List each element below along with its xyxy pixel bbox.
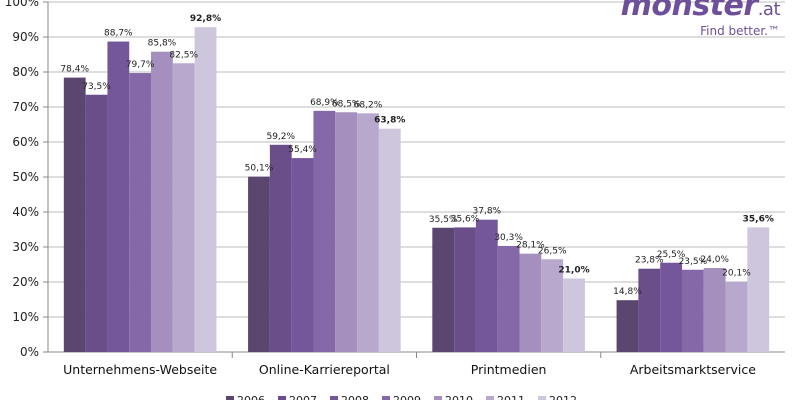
data-label: 82,5% bbox=[169, 50, 198, 60]
bar-2009-3 bbox=[681, 269, 704, 352]
data-label: 55,4% bbox=[288, 145, 317, 155]
legend-label-2008: 2008 bbox=[341, 394, 369, 400]
y-tick-label: 90% bbox=[12, 30, 39, 44]
data-label: 20,1% bbox=[722, 269, 751, 279]
legend-label-2010: 2010 bbox=[445, 394, 473, 400]
logo-tagline: Find better.™ bbox=[700, 24, 780, 38]
data-label: 63,8% bbox=[374, 116, 405, 126]
logo-wordmark: monster.at bbox=[620, 0, 781, 26]
data-label: 79,7% bbox=[126, 60, 155, 70]
bar-2009-1 bbox=[313, 110, 336, 352]
data-label: 92,8% bbox=[190, 14, 221, 24]
bar-2012-3 bbox=[747, 227, 770, 352]
legend-swatch-2009 bbox=[382, 396, 390, 400]
bar-2009-0 bbox=[129, 73, 152, 353]
data-label: 73,5% bbox=[82, 82, 111, 92]
bar-2012-1 bbox=[378, 128, 401, 352]
data-label: 88,7% bbox=[104, 29, 133, 39]
legend-label-2012: 2012 bbox=[549, 394, 577, 400]
legend-label-2006: 2006 bbox=[237, 394, 265, 400]
logo-tld: .at bbox=[757, 0, 781, 20]
data-label: 50,1% bbox=[245, 164, 274, 174]
data-label: 24,0% bbox=[700, 255, 729, 265]
y-tick-label: 70% bbox=[12, 100, 39, 114]
bar-2007-1 bbox=[269, 144, 292, 352]
legend-label-2011: 2011 bbox=[497, 394, 525, 400]
data-labels: 78,4% 73,5% 88,7% 79,7% 85,8%82,5% 92,8% 50,1%… bbox=[60, 14, 773, 297]
bar-2008-1 bbox=[291, 158, 314, 352]
data-label: 37,8% bbox=[473, 207, 502, 217]
data-label: 35,6% bbox=[451, 214, 480, 224]
bar-2010-0 bbox=[151, 51, 173, 352]
data-label: 78,4% bbox=[60, 65, 89, 75]
legend-swatch-2010 bbox=[434, 396, 442, 400]
bar-2006-0 bbox=[63, 77, 86, 352]
data-label: 23,8% bbox=[635, 256, 664, 266]
y-tick-label: 60% bbox=[12, 135, 39, 149]
y-tick-label: 30% bbox=[12, 240, 39, 254]
data-label: 25,5% bbox=[657, 250, 686, 260]
legend-swatch-2008 bbox=[330, 396, 338, 400]
bar-2011-2 bbox=[541, 259, 564, 352]
data-label: 59,2% bbox=[266, 132, 295, 142]
y-tick-label: 50% bbox=[12, 170, 39, 184]
data-label: 35,5% bbox=[429, 215, 458, 225]
y-tick-label: 20% bbox=[12, 275, 39, 289]
data-label: 30,3% bbox=[494, 233, 523, 243]
category-label: Arbeitsmarktservice bbox=[630, 362, 756, 377]
data-label: 68,2% bbox=[354, 100, 383, 110]
bars bbox=[63, 27, 770, 353]
y-tick-label: 0% bbox=[20, 345, 39, 359]
y-tick-label: 10% bbox=[12, 310, 39, 324]
bar-2010-3 bbox=[703, 268, 726, 352]
bar-2009-2 bbox=[497, 245, 520, 352]
y-tick-label: 100% bbox=[5, 0, 39, 9]
bar-2008-0 bbox=[107, 41, 130, 353]
legend-swatch-2006 bbox=[226, 396, 234, 400]
bar-2006-2 bbox=[432, 227, 455, 352]
category-label: Online-Karriereportal bbox=[259, 362, 390, 377]
data-label: 23,5% bbox=[679, 257, 708, 267]
legend: 2006 2007 2008 2009 2010 2011 2012 bbox=[226, 394, 577, 400]
y-tick-labels: 0% 10% 20% 30% 40% 50% 60% 70% 80% 90% 100% bbox=[5, 0, 39, 359]
legend-label-2009: 2009 bbox=[393, 394, 421, 400]
legend-swatch-2012 bbox=[538, 396, 546, 400]
brand-logo: monster.at Find better.™ bbox=[620, 0, 781, 38]
category-labels: Unternehmens-Webseite Online-Karriereport… bbox=[63, 362, 756, 377]
bar-2007-0 bbox=[85, 94, 108, 352]
y-tick-label: 80% bbox=[12, 65, 39, 79]
bar-2011-0 bbox=[172, 63, 195, 352]
bar-2007-2 bbox=[454, 227, 476, 352]
legend-swatch-2011 bbox=[486, 396, 494, 400]
y-tick-label: 40% bbox=[12, 205, 39, 219]
data-label: 35,6% bbox=[743, 214, 774, 224]
data-label: 28,1% bbox=[516, 241, 545, 251]
bar-2011-1 bbox=[357, 113, 379, 352]
legend-label-2007: 2007 bbox=[289, 394, 317, 400]
data-label: 68,9% bbox=[310, 98, 339, 108]
bar-2012-0 bbox=[194, 27, 217, 352]
legend-swatch-2007 bbox=[278, 396, 286, 400]
category-label: Unternehmens-Webseite bbox=[63, 362, 217, 377]
data-label: 14,8% bbox=[613, 287, 642, 297]
bar-2008-2 bbox=[475, 219, 498, 352]
bar-2010-2 bbox=[519, 253, 542, 352]
bar-2012-2 bbox=[563, 278, 585, 352]
data-label: 85,8% bbox=[148, 39, 177, 49]
bar-2011-3 bbox=[725, 281, 748, 352]
category-label: Printmedien bbox=[471, 362, 547, 377]
bar-2008-3 bbox=[660, 262, 682, 352]
bar-2006-3 bbox=[616, 300, 639, 352]
data-label: 68,5% bbox=[332, 99, 361, 109]
logo-word: monster bbox=[620, 0, 759, 23]
data-label: 26,5% bbox=[538, 246, 567, 256]
bar-2010-1 bbox=[335, 112, 358, 352]
bar-2006-1 bbox=[248, 176, 270, 352]
bar-2007-3 bbox=[638, 268, 661, 352]
data-label: 21,0% bbox=[558, 266, 589, 276]
